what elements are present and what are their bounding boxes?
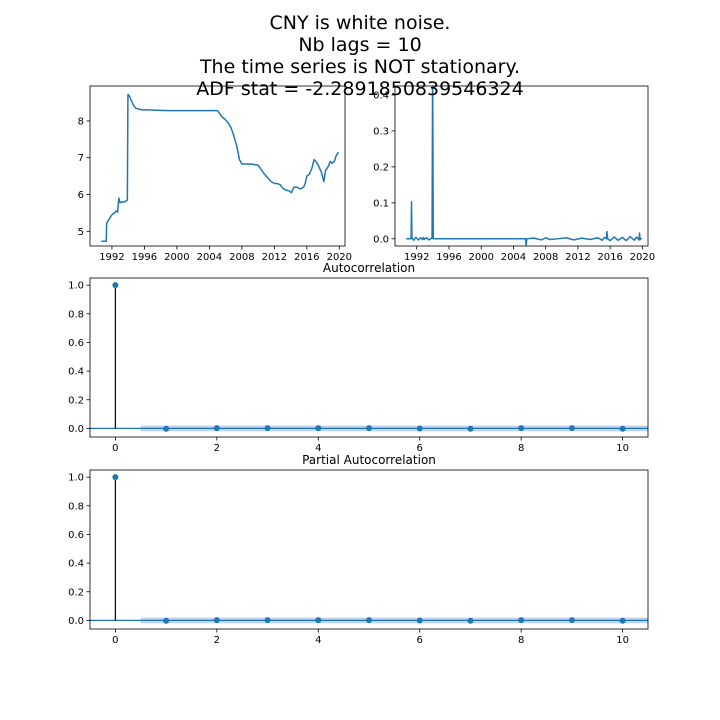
acf-ytick-label: 0.6: [68, 338, 84, 349]
pacf-axes-frame: [89, 469, 649, 630]
diff-ytick-label: 0.4: [373, 90, 389, 101]
acf-marker-lag-7: [467, 425, 474, 432]
level-xtick-label: 2000: [164, 252, 189, 263]
pacf-ytick-label: 1.0: [68, 473, 84, 484]
pacf-xtick-label: 2: [214, 635, 220, 646]
diff-xtick-label: 2012: [565, 252, 590, 263]
pacf-xtick-label: 0: [112, 635, 118, 646]
diff-xtick-label: 2020: [630, 252, 655, 263]
pacf-marker-lag-7: [467, 617, 474, 624]
acf-title: Autocorrelation: [323, 261, 415, 275]
acf-plot-area: [90, 282, 648, 432]
diff-xtick-label: 2016: [597, 252, 622, 263]
diff-ytick-label: 0.0: [373, 234, 389, 245]
level-xtick-label: 2004: [197, 252, 222, 263]
pacf-plot: Partial Autocorrelation 0 2 4 6 8 10 0.0 0.2 0.4 0…: [68, 453, 649, 646]
diff-xtick-label: 2000: [468, 252, 493, 263]
acf-axes-frame: [89, 277, 649, 438]
pacf-xtick-label: 4: [315, 635, 321, 646]
pacf-marker-lag-1: [163, 617, 170, 624]
level-xtick-label: 2008: [229, 252, 254, 263]
acf-xtick-label: 8: [518, 443, 524, 454]
series-level-plot: 1992 1996 2000 2004 2008 2012 2016 2020 5 6 7 8: [78, 85, 352, 263]
diff-plot-area: [406, 86, 643, 246]
level-ytick-label: 8: [78, 116, 84, 127]
acf-xtick-label: 0: [112, 443, 118, 454]
pacf-xtick-label: 6: [417, 635, 423, 646]
level-axes-frame: [89, 85, 346, 247]
diff-series-line-0: [406, 86, 643, 246]
level-series-line-0: [101, 93, 340, 242]
acf-ytick-label: 0.2: [68, 395, 84, 406]
level-xtick-label: 1996: [132, 252, 157, 263]
pacf-ytick-label: 0.8: [68, 501, 84, 512]
diff-xtick-label: 2008: [533, 252, 558, 263]
suptitle-line-4: ADF stat = -2.2891850839546324: [196, 78, 523, 100]
acf-xtick-label: 2: [214, 443, 220, 454]
pacf-marker-lag-2: [213, 617, 220, 624]
suptitle-line-3: The time series is NOT stationary.: [199, 56, 520, 78]
pacf-marker-lag-9: [568, 617, 575, 624]
acf-ytick-label: 0.8: [68, 309, 84, 320]
pacf-marker-lag-10: [619, 617, 626, 624]
diff-ytick-label: 0.3: [373, 126, 389, 137]
level-ytick-label: 7: [78, 153, 84, 164]
diff-ytick-label: 0.1: [373, 198, 389, 209]
pacf-ytick-label: 0.2: [68, 587, 84, 598]
diff-xtick-label: 1992: [404, 252, 429, 263]
acf-marker-lag-4: [315, 425, 322, 432]
acf-marker-lag-0: [112, 282, 119, 289]
level-xtick-label: 2020: [327, 252, 352, 263]
acf-marker-lag-5: [366, 425, 372, 432]
level-ytick-label: 6: [78, 190, 84, 201]
acf-marker-lag-3: [264, 425, 271, 432]
pacf-ytick-label: 0.0: [68, 616, 84, 627]
suptitle-line-2: Nb lags = 10: [298, 34, 421, 56]
acf-marker-lag-6: [416, 425, 423, 432]
pacf-xtick-label: 10: [616, 635, 629, 646]
pacf-marker-lag-5: [366, 617, 372, 624]
acf-xtick-label: 10: [616, 443, 629, 454]
level-plot-area: [101, 93, 340, 242]
pacf-marker-lag-3: [264, 617, 271, 624]
diff-axes-frame: [394, 85, 649, 247]
suptitle-line-1: CNY is white noise.: [270, 12, 451, 34]
level-xtick-label: 2012: [262, 252, 287, 263]
pacf-marker-lag-6: [416, 617, 423, 624]
acf-xtick-label: 6: [417, 443, 423, 454]
pacf-ytick-label: 0.4: [68, 559, 84, 570]
acf-ytick-label: 1.0: [68, 281, 84, 292]
acf-ytick-label: 0.4: [68, 367, 84, 378]
acf-marker-lag-9: [568, 425, 575, 432]
level-xtick-label: 2016: [294, 252, 319, 263]
acf-ytick-label: 0.0: [68, 424, 84, 435]
level-xtick-label: 1992: [99, 252, 124, 263]
level-ytick-label: 5: [78, 227, 84, 238]
series-diff-plot: 1992 1996 2000 2004 2008 2012 2016 2020 0.0 0.1 0.…: [373, 85, 655, 263]
diff-ytick-label: 0.2: [373, 162, 389, 173]
pacf-title: Partial Autocorrelation: [302, 453, 436, 467]
pacf-plot-area: [90, 474, 648, 624]
acf-marker-lag-2: [213, 425, 220, 432]
pacf-ytick-label: 0.6: [68, 530, 84, 541]
acf-plot: Autocorrelation 0 2 4 6 8 10 0.0 0.2 0.4 0.6 0.8 1.0: [68, 261, 649, 454]
pacf-xtick-label: 8: [518, 635, 524, 646]
acf-marker-lag-10: [619, 425, 626, 432]
diff-xtick-label: 1996: [436, 252, 461, 263]
acf-xtick-label: 4: [315, 443, 321, 454]
pacf-marker-lag-4: [315, 617, 322, 624]
pacf-marker-lag-0: [112, 474, 119, 481]
pacf-marker-lag-8: [518, 617, 525, 624]
diff-xtick-label: 2004: [501, 252, 526, 263]
suptitle: CNY is white noise. Nb lags = 10 The tim…: [196, 12, 523, 100]
acf-marker-lag-1: [163, 425, 170, 432]
acf-marker-lag-8: [518, 425, 525, 432]
